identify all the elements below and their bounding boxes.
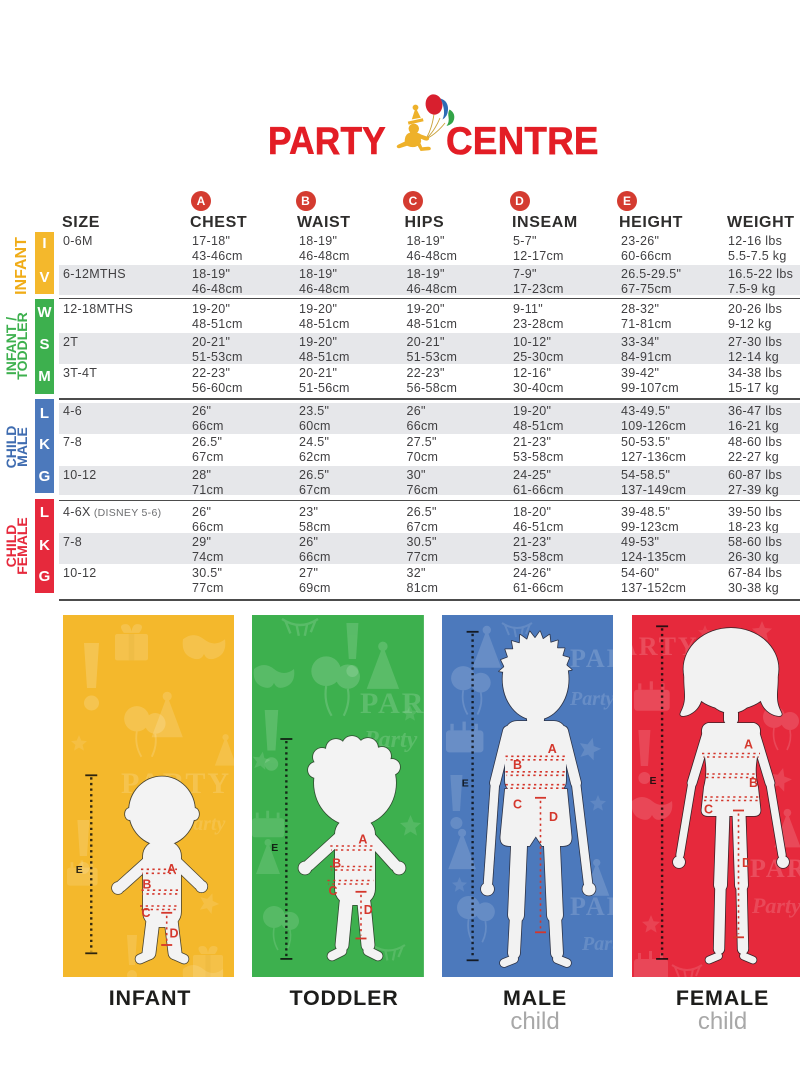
svg-text:C: C — [141, 906, 150, 920]
svg-text:A: A — [548, 741, 557, 755]
svg-text:PARTY: PARTY — [570, 644, 613, 673]
svg-text:D: D — [169, 926, 178, 940]
svg-text:E: E — [272, 843, 279, 854]
svg-text:C: C — [704, 802, 713, 816]
svg-text:E: E — [75, 865, 82, 876]
svg-text:A: A — [743, 737, 752, 751]
svg-text:C: C — [513, 797, 522, 811]
svg-text:PARTY: PARTY — [749, 854, 800, 883]
svg-text:B: B — [142, 877, 151, 891]
svg-text:A: A — [359, 832, 368, 846]
svg-text:PARTY: PARTY — [570, 892, 613, 921]
svg-text:D: D — [364, 903, 373, 917]
svg-text:A: A — [166, 861, 175, 875]
svg-text:B: B — [332, 856, 341, 870]
svg-text:Party: Party — [581, 933, 613, 955]
svg-text:D: D — [549, 810, 558, 824]
svg-text:Party: Party — [750, 893, 800, 918]
svg-text:C: C — [329, 883, 338, 897]
svg-text:E: E — [462, 778, 469, 789]
svg-text:E: E — [649, 776, 656, 787]
svg-text:B: B — [513, 758, 522, 772]
svg-text:PARTY: PARTY — [360, 687, 424, 720]
svg-text:B: B — [748, 776, 757, 790]
svg-text:D: D — [741, 856, 750, 870]
svg-text:Party: Party — [569, 688, 613, 710]
